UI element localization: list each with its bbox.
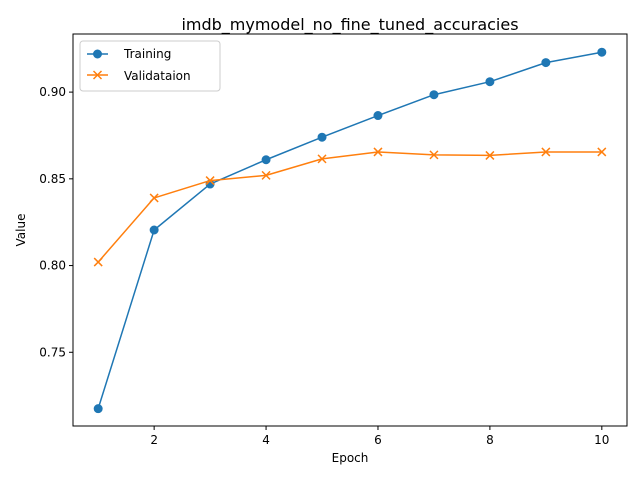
data-point-training — [149, 225, 159, 235]
x-tick-label: 2 — [150, 433, 158, 447]
data-point-validataion — [541, 147, 551, 157]
data-point-validataion — [429, 150, 439, 160]
data-point-training — [541, 58, 551, 68]
data-point-validataion — [373, 147, 383, 157]
data-point-training — [429, 90, 439, 100]
legend-marker-validation — [92, 70, 103, 80]
chart-title: imdb_mymodel_no_fine_tuned_accuracies — [181, 15, 518, 35]
data-point-validataion — [149, 193, 159, 203]
data-point-training — [597, 47, 607, 57]
data-point-training — [261, 155, 271, 165]
data-point-validataion — [93, 257, 103, 267]
y-tick-label: 0.80 — [39, 259, 66, 273]
x-tick-label: 4 — [262, 433, 270, 447]
data-point-validataion — [485, 150, 495, 160]
plot-frame — [72, 33, 628, 427]
data-point-validataion — [205, 176, 215, 186]
data-point-training — [373, 111, 383, 121]
legend: Training Validataion — [79, 40, 221, 92]
y-axis-label: Value — [14, 214, 28, 247]
data-point-training — [317, 132, 327, 142]
data-point-training — [93, 404, 103, 414]
data-point-validataion — [261, 170, 271, 180]
data-point-training — [485, 77, 495, 87]
y-tick-label: 0.90 — [39, 85, 66, 99]
x-tick-label: 6 — [374, 433, 382, 447]
series-line-training — [97, 51, 602, 409]
x-axis-label: Epoch — [332, 451, 369, 465]
plot-area — [93, 47, 607, 414]
axes: 2 4 6 8 10 0.75 0.80 0.85 0.90 — [39, 85, 609, 447]
data-point-validataion — [317, 154, 327, 164]
y-tick-label: 0.85 — [39, 172, 66, 186]
legend-label-validation: Validataion — [124, 69, 191, 83]
series-line-validataion — [97, 151, 602, 263]
data-point-validataion — [597, 147, 607, 157]
legend-frame — [79, 40, 221, 92]
x-tick-label: 10 — [594, 433, 609, 447]
legend-label-training: Training — [123, 47, 171, 61]
x-tick-label: 8 — [486, 433, 494, 447]
legend-marker-training — [93, 49, 102, 59]
y-tick-label: 0.75 — [39, 345, 66, 359]
